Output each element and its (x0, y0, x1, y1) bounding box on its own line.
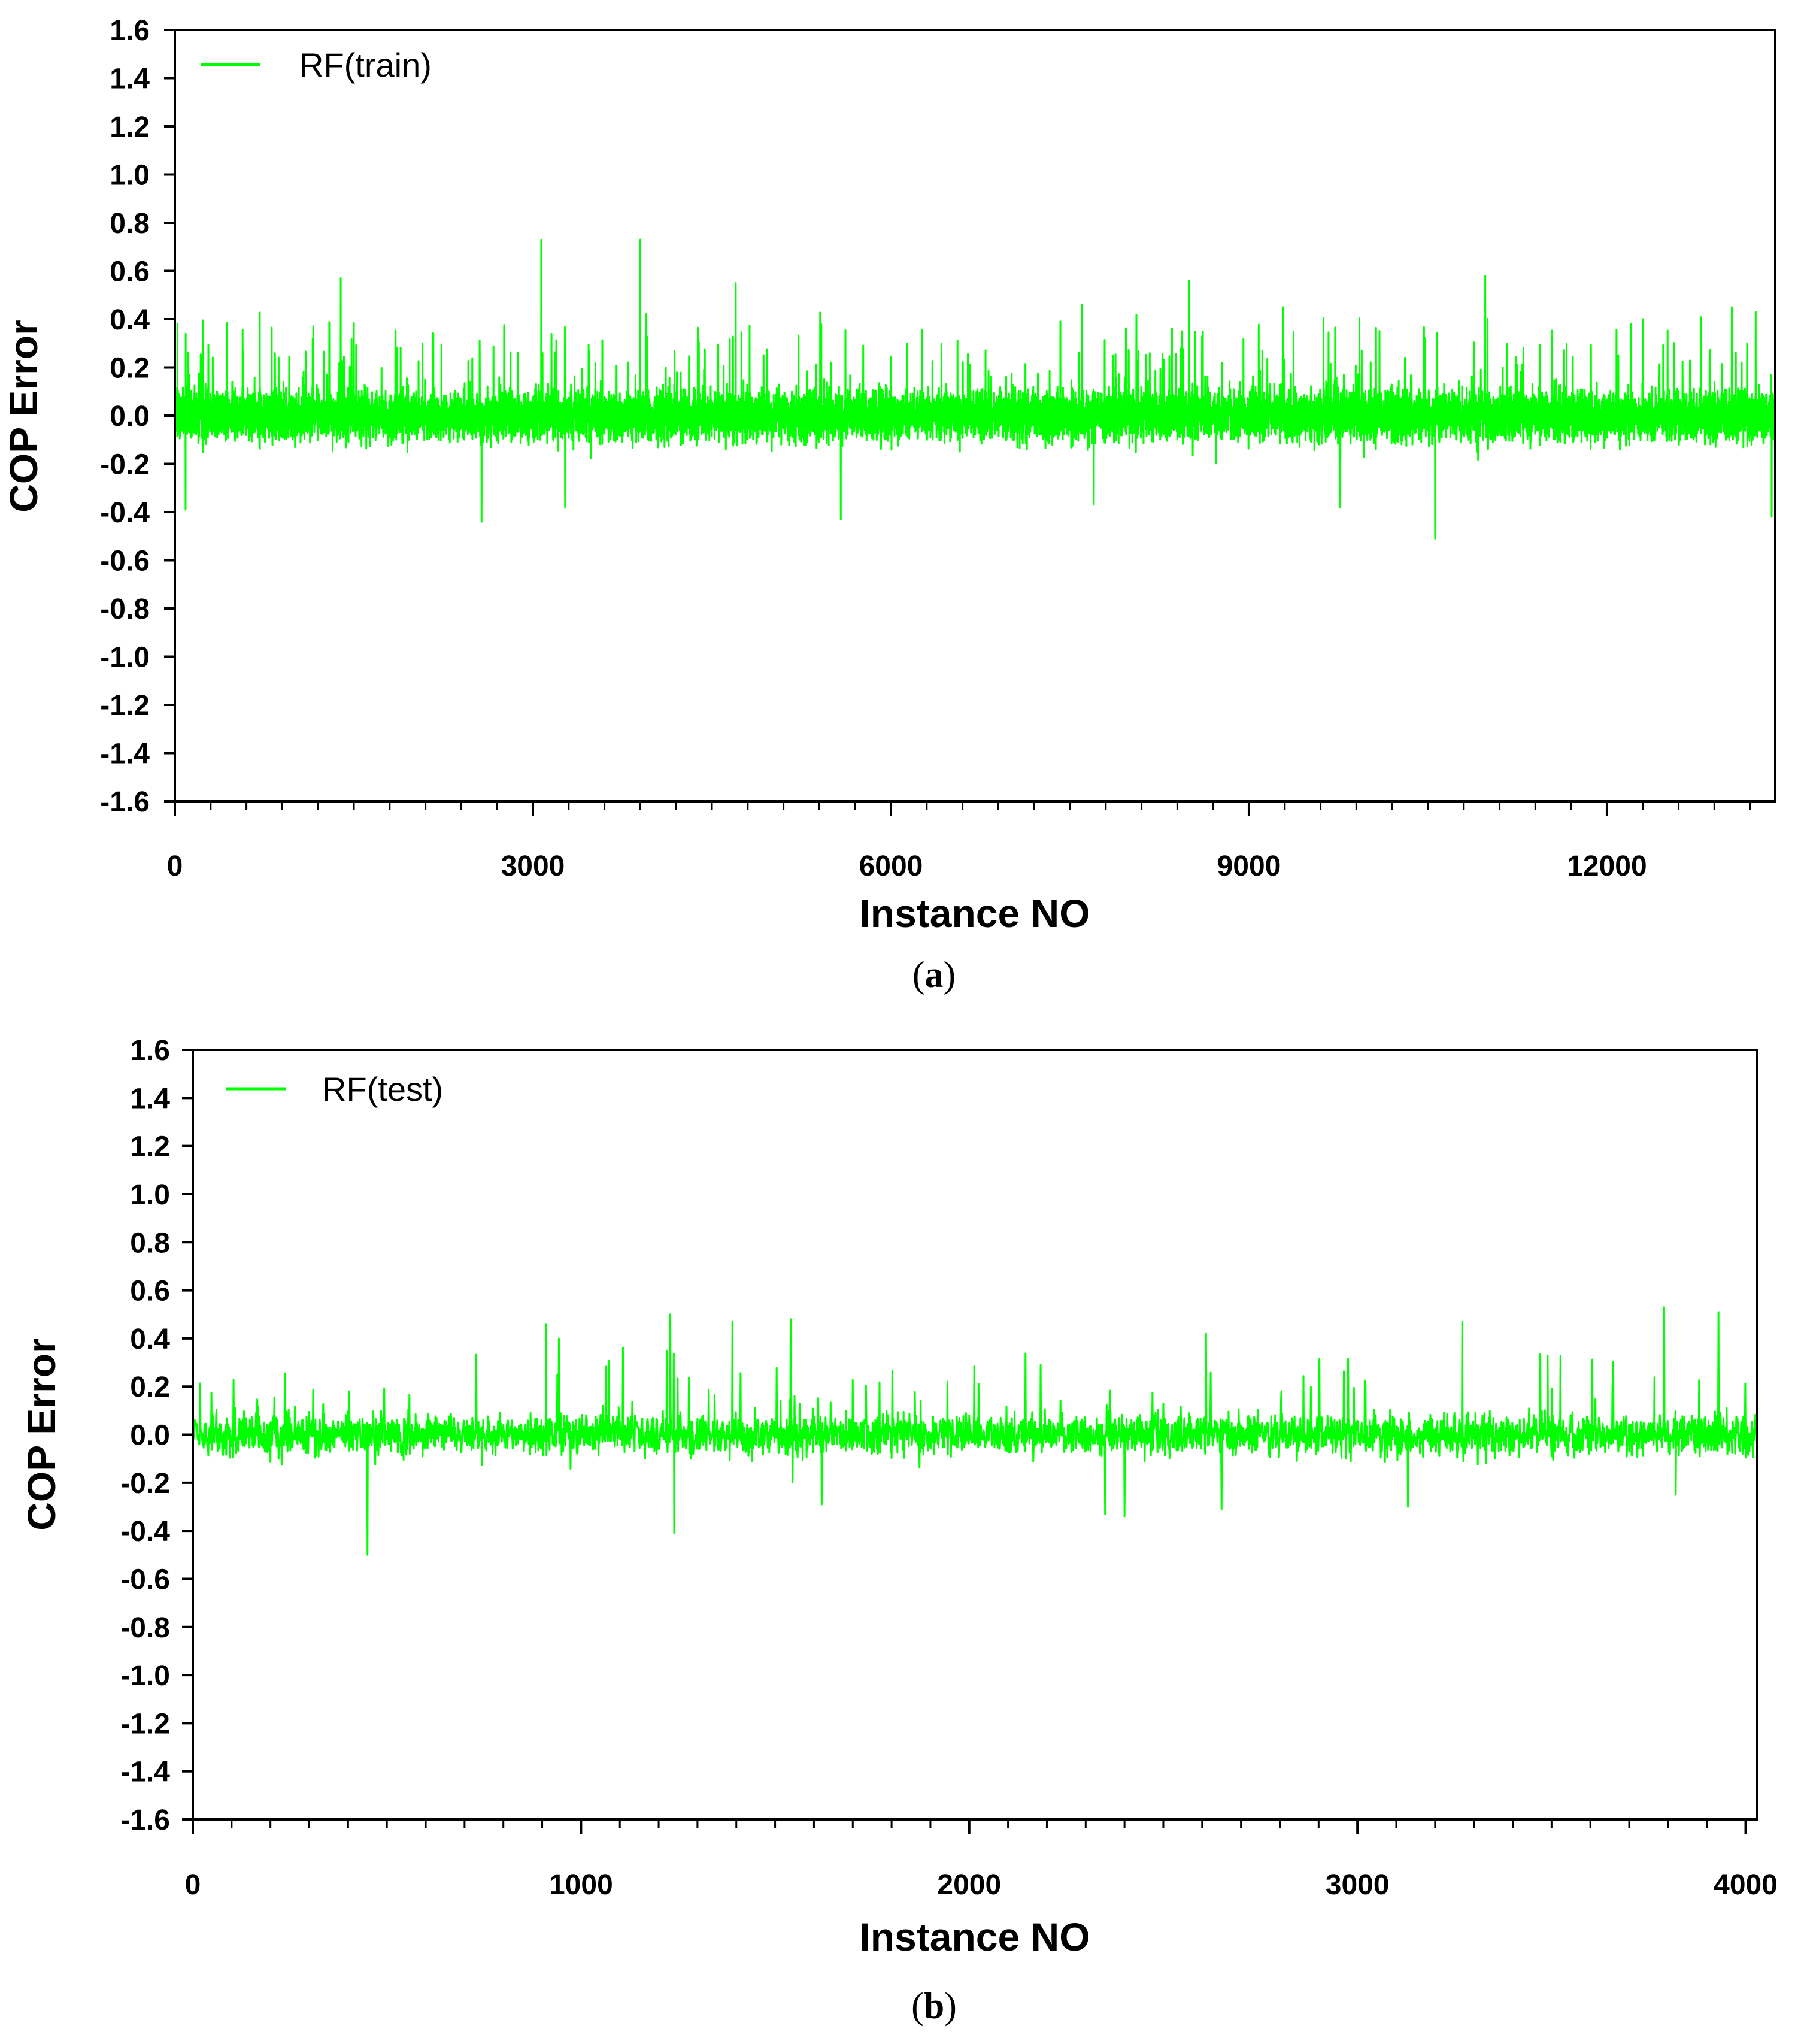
y-tick-label: -0.4 (120, 1516, 170, 1548)
y-axis-title: COP Error (19, 1338, 63, 1531)
y-axis-title: COP Error (1, 320, 46, 513)
x-tick-label: 1000 (549, 1869, 613, 1901)
x-tick-label: 3000 (1326, 1869, 1390, 1901)
legend-label: RF(test) (322, 1070, 443, 1108)
axes-layer (164, 29, 1776, 816)
y-tick-label: 0.8 (130, 1227, 170, 1259)
panel-caption-letter: b (924, 1986, 944, 2027)
y-tick-label: -0.2 (120, 1468, 170, 1500)
y-tick-label: 1.6 (110, 15, 150, 47)
y-tick-label: -1.4 (100, 738, 150, 770)
y-tick-label: -0.6 (100, 546, 150, 577)
panel-caption-b: (b) (911, 1986, 957, 2027)
y-tick-label: 0.0 (110, 401, 150, 432)
y-tick-label: 1.6 (130, 1035, 170, 1067)
x-axis-title: Instance NO (859, 1915, 1090, 1959)
y-tick-label: 0.4 (130, 1324, 170, 1355)
y-tick-label: 0.4 (110, 304, 150, 336)
y-tick-label: -0.8 (120, 1612, 170, 1644)
x-tick-label: 0 (167, 850, 183, 882)
y-tick-label: -0.2 (100, 449, 150, 481)
x-tick-label: 6000 (859, 850, 923, 882)
y-tick-label: -1.6 (100, 786, 150, 818)
panel-caption-a: (a) (912, 955, 956, 995)
panel-caption-letter: a (925, 955, 944, 995)
series-layer (192, 1306, 1758, 1556)
y-tick-label: 1.4 (110, 63, 150, 95)
y-tick-label: -1.0 (100, 642, 150, 674)
y-tick-label: -1.6 (120, 1804, 170, 1836)
y-tick-label: -0.6 (120, 1564, 170, 1595)
y-tick-label: 1.4 (130, 1083, 170, 1115)
y-tick-label: 1.0 (130, 1179, 170, 1211)
x-tick-label: 0 (185, 1869, 201, 1901)
series-layer (174, 238, 1776, 540)
y-tick-label: 1.0 (110, 160, 150, 192)
y-tick-label: -1.2 (120, 1708, 170, 1740)
chart-panel-b: 1.6 1.4 1.2 1.0 0.8 0.6 0.4 0.2 0.0 -0.2 -0.4 -0.6 -… (19, 1035, 1778, 2027)
y-tick-label: 0.2 (110, 353, 150, 384)
y-tick-label: 0.6 (110, 256, 150, 288)
x-tick-label: 4000 (1714, 1869, 1778, 1901)
x-tick-label: 3000 (501, 850, 565, 882)
legend: RF(train) (201, 46, 432, 84)
y-tick-label: -1.2 (100, 690, 150, 722)
tick-labels: 1.6 1.4 1.2 1.0 0.8 0.6 0.4 0.2 0.0 -0.2 -0.4 -0.6 -… (120, 1035, 1778, 1901)
x-tick-label: 2000 (937, 1869, 1001, 1901)
y-tick-label: 0.2 (130, 1371, 170, 1403)
chart-panel-a: 1.6 1.4 1.2 1.0 0.8 0.6 0.4 0.2 0.0 -0.2 -0.4 -0.6 -… (1, 15, 1776, 995)
axes-layer (182, 1049, 1758, 1834)
y-tick-label: 0.0 (130, 1420, 170, 1452)
y-tick-label: 0.6 (130, 1276, 170, 1307)
legend: RF(test) (226, 1070, 443, 1108)
x-tick-label: 12000 (1567, 850, 1647, 882)
y-tick-label: 1.2 (110, 111, 150, 143)
legend-label: RF(train) (299, 46, 432, 84)
y-tick-label: 1.2 (130, 1131, 170, 1163)
series-line (174, 238, 1776, 540)
y-tick-label: -0.4 (100, 497, 150, 529)
y-tick-label: -1.0 (120, 1660, 170, 1692)
x-axis-title: Instance NO (859, 891, 1090, 935)
x-tick-label: 9000 (1217, 850, 1281, 882)
tick-labels: 1.6 1.4 1.2 1.0 0.8 0.6 0.4 0.2 0.0 -0.2 -0.4 -0.6 -… (100, 15, 1647, 882)
y-tick-label: 0.8 (110, 208, 150, 240)
y-tick-label: -0.8 (100, 593, 150, 625)
series-line (192, 1306, 1758, 1556)
y-tick-label: -1.4 (120, 1757, 170, 1788)
